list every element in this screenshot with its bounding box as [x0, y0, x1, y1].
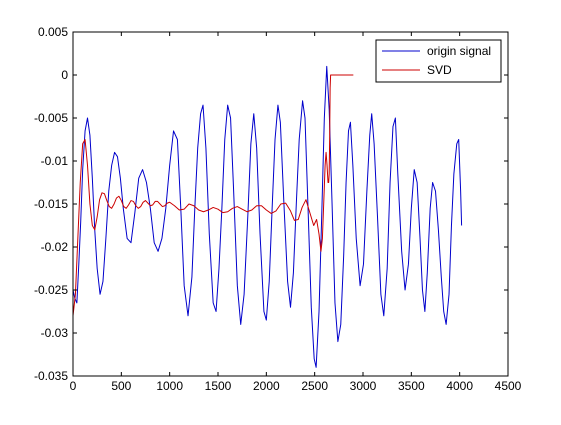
x-tick-label: 0 — [70, 379, 77, 393]
series-layer — [72, 65, 463, 368]
y-tick-label: -0.025 — [34, 283, 68, 297]
series-line-origin-signal — [72, 65, 463, 368]
x-tick-label: 3000 — [350, 379, 377, 393]
series-line-svd — [72, 74, 354, 316]
y-tick-label: 0 — [61, 68, 68, 82]
legend: origin signal SVD — [375, 39, 502, 83]
ticks-layer: 0 500 1000 1500 2000 2500 3000 3500 4000 4500 0.00… — [34, 25, 522, 393]
y-tick-label: -0.015 — [34, 197, 68, 211]
x-tick-label: 1000 — [156, 379, 183, 393]
y-tick-label: -0.01 — [41, 154, 69, 168]
x-tick-label: 4000 — [446, 379, 473, 393]
plot-area — [73, 32, 508, 376]
x-tick-label: 3500 — [398, 379, 425, 393]
x-tick-label: 2500 — [301, 379, 328, 393]
y-tick-label: 0.005 — [38, 25, 68, 39]
x-tick-label: 4500 — [495, 379, 522, 393]
x-tick-label: 2000 — [253, 379, 280, 393]
legend-label-svd: SVD — [427, 63, 452, 77]
x-tick-label: 1500 — [205, 379, 232, 393]
legend-box — [375, 39, 502, 83]
legend-label-origin-signal: origin signal — [427, 44, 491, 58]
y-tick-label: -0.005 — [34, 111, 68, 125]
x-tick-label: 500 — [111, 379, 131, 393]
y-tick-label: -0.035 — [34, 369, 68, 383]
y-tick-label: -0.03 — [41, 326, 69, 340]
y-tick-label: -0.02 — [41, 240, 69, 254]
